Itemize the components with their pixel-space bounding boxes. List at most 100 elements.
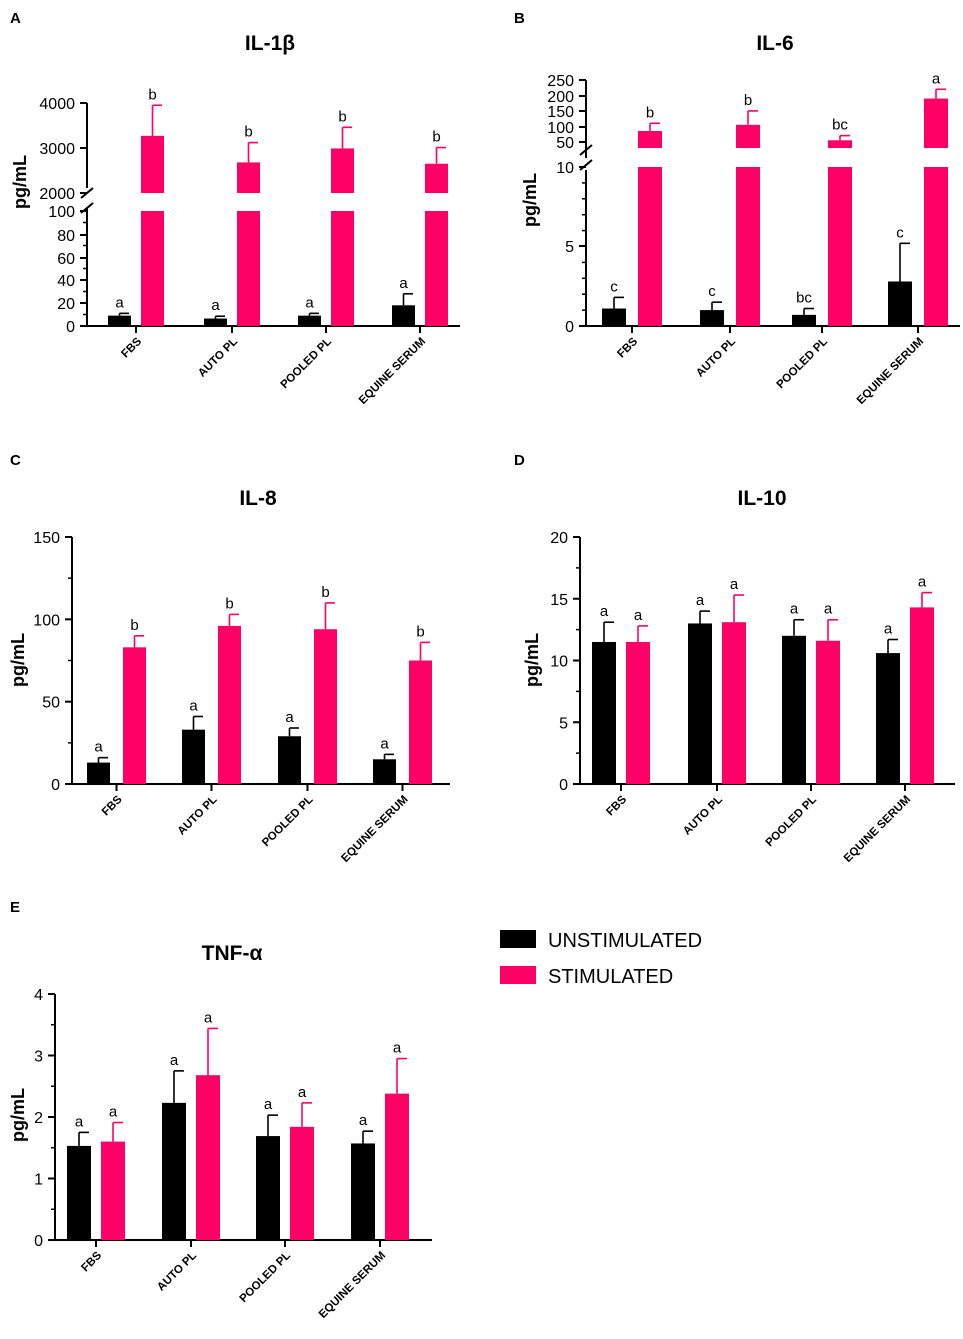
y-tick-label: 60 — [57, 251, 75, 268]
significance-letter: b — [432, 129, 440, 146]
panel-e: E TNF-α pg/mL 0 1 2 3 4 FBS a a AUTO PL a a POOLED PL a… — [8, 899, 432, 1321]
significance-letter: a — [204, 1009, 213, 1026]
bar-stimulated — [385, 1093, 409, 1240]
significance-letter: a — [305, 294, 314, 311]
x-tick-label: POOLED PL — [238, 1250, 293, 1305]
bar-unstimulated — [182, 729, 205, 784]
significance-letter: a — [359, 1112, 368, 1129]
legend-swatch-unstimulated — [500, 930, 536, 948]
x-tick-label: EQUINE SERUM — [339, 794, 410, 865]
x-tick-label: EQUINE SERUM — [317, 1250, 388, 1321]
y-tick-label: 50 — [42, 695, 60, 712]
x-tick-label: POOLED PL — [260, 794, 315, 849]
significance-letter: a — [94, 739, 103, 756]
significance-letter: a — [884, 621, 893, 638]
x-tick-label: AUTO PL — [155, 1250, 199, 1294]
bar-unstimulated — [108, 315, 131, 326]
x-tick-label: EQUINE SERUM — [842, 794, 913, 865]
y-axis-label: pg/mL — [8, 633, 28, 687]
significance-letter: b — [148, 86, 156, 103]
y-tick-label: 250 — [547, 73, 574, 90]
bar-stimulated — [736, 167, 760, 326]
significance-letter: b — [416, 623, 424, 640]
bar-unstimulated — [876, 653, 900, 784]
bar-stimulated — [638, 167, 662, 326]
significance-letter: b — [244, 124, 252, 141]
bar-stimulated — [218, 625, 241, 784]
bar-unstimulated — [87, 762, 110, 784]
y-tick-label: 3 — [34, 1049, 43, 1066]
panel-title: IL-6 — [756, 32, 793, 55]
x-tick-label: AUTO PL — [681, 794, 725, 838]
significance-letter: b — [130, 617, 138, 634]
bar-stimulated — [237, 211, 260, 326]
bar-stimulated-upper — [141, 135, 164, 193]
y-tick-label: 0 — [66, 319, 75, 336]
bar-unstimulated — [162, 1102, 186, 1240]
panel-letter: D — [514, 452, 525, 469]
y-tick-label: 5 — [559, 715, 568, 732]
y-axis-label: pg/mL — [8, 1088, 28, 1142]
bar-stimulated-upper — [828, 140, 852, 148]
bar-unstimulated — [792, 314, 816, 326]
significance-letter: a — [115, 294, 124, 311]
y-tick-label: 3000 — [39, 141, 75, 158]
significance-letter: a — [170, 1052, 179, 1069]
y-tick-label: 1 — [34, 1172, 43, 1189]
panel-c: C IL-8 pg/mL 0 50 100 150 FBS a b AUTO PL a b POOLED … — [8, 452, 450, 865]
bar-stimulated — [924, 167, 948, 326]
significance-letter: c — [708, 283, 716, 300]
x-tick-label: FBS — [79, 1249, 104, 1274]
significance-letter: a — [634, 607, 643, 624]
x-tick-label: EQUINE SERUM — [357, 336, 428, 407]
y-tick-label: 100 — [33, 612, 60, 629]
bar-stimulated-upper — [736, 124, 760, 148]
y-tick-label: 100 — [547, 120, 574, 137]
significance-letter: a — [824, 601, 833, 618]
y-tick-label: 20 — [57, 296, 75, 313]
y-tick-label: 4 — [34, 987, 43, 1004]
bar-stimulated — [123, 647, 146, 784]
significance-letter: a — [380, 735, 389, 752]
y-tick-label: 200 — [547, 89, 574, 106]
bar-stimulated-upper — [425, 163, 448, 193]
significance-letter: b — [338, 108, 346, 125]
significance-letter: bc — [796, 290, 812, 307]
significance-letter: b — [744, 92, 752, 109]
panel-title: TNF-α — [202, 942, 263, 965]
x-tick-label: FBS — [604, 793, 629, 818]
legend-label-unstimulated: UNSTIMULATED — [548, 930, 702, 952]
axis-break-mark — [579, 144, 593, 156]
bar-unstimulated — [373, 759, 396, 784]
bar-stimulated — [910, 607, 934, 784]
bar-unstimulated — [67, 1145, 91, 1240]
bar-stimulated — [425, 211, 448, 326]
significance-letter: a — [399, 275, 408, 292]
bar-stimulated-upper — [237, 162, 260, 193]
bar-stimulated-upper — [924, 98, 948, 148]
y-tick-label: 20 — [550, 530, 568, 547]
y-axis-label: pg/mL — [520, 173, 540, 227]
significance-letter: a — [298, 1084, 307, 1101]
panel-letter: C — [10, 452, 21, 469]
significance-letter: a — [932, 70, 941, 87]
legend: UNSTIMULATED STIMULATED — [500, 930, 702, 988]
bar-unstimulated — [592, 641, 616, 784]
bar-stimulated-upper — [638, 131, 662, 148]
significance-letter: a — [790, 601, 799, 618]
bar-unstimulated — [602, 308, 626, 326]
significance-letter: a — [109, 1104, 118, 1121]
legend-swatch-stimulated — [500, 966, 536, 984]
y-tick-label: 0 — [34, 1233, 43, 1250]
bar-unstimulated — [782, 635, 806, 784]
bar-stimulated — [626, 641, 650, 784]
bar-stimulated — [828, 167, 852, 326]
bar-stimulated — [101, 1141, 125, 1240]
bar-unstimulated — [351, 1143, 375, 1240]
significance-letter: a — [600, 603, 609, 620]
y-tick-label: 150 — [547, 104, 574, 121]
bar-unstimulated — [204, 318, 227, 326]
bar-stimulated-upper — [331, 148, 354, 193]
